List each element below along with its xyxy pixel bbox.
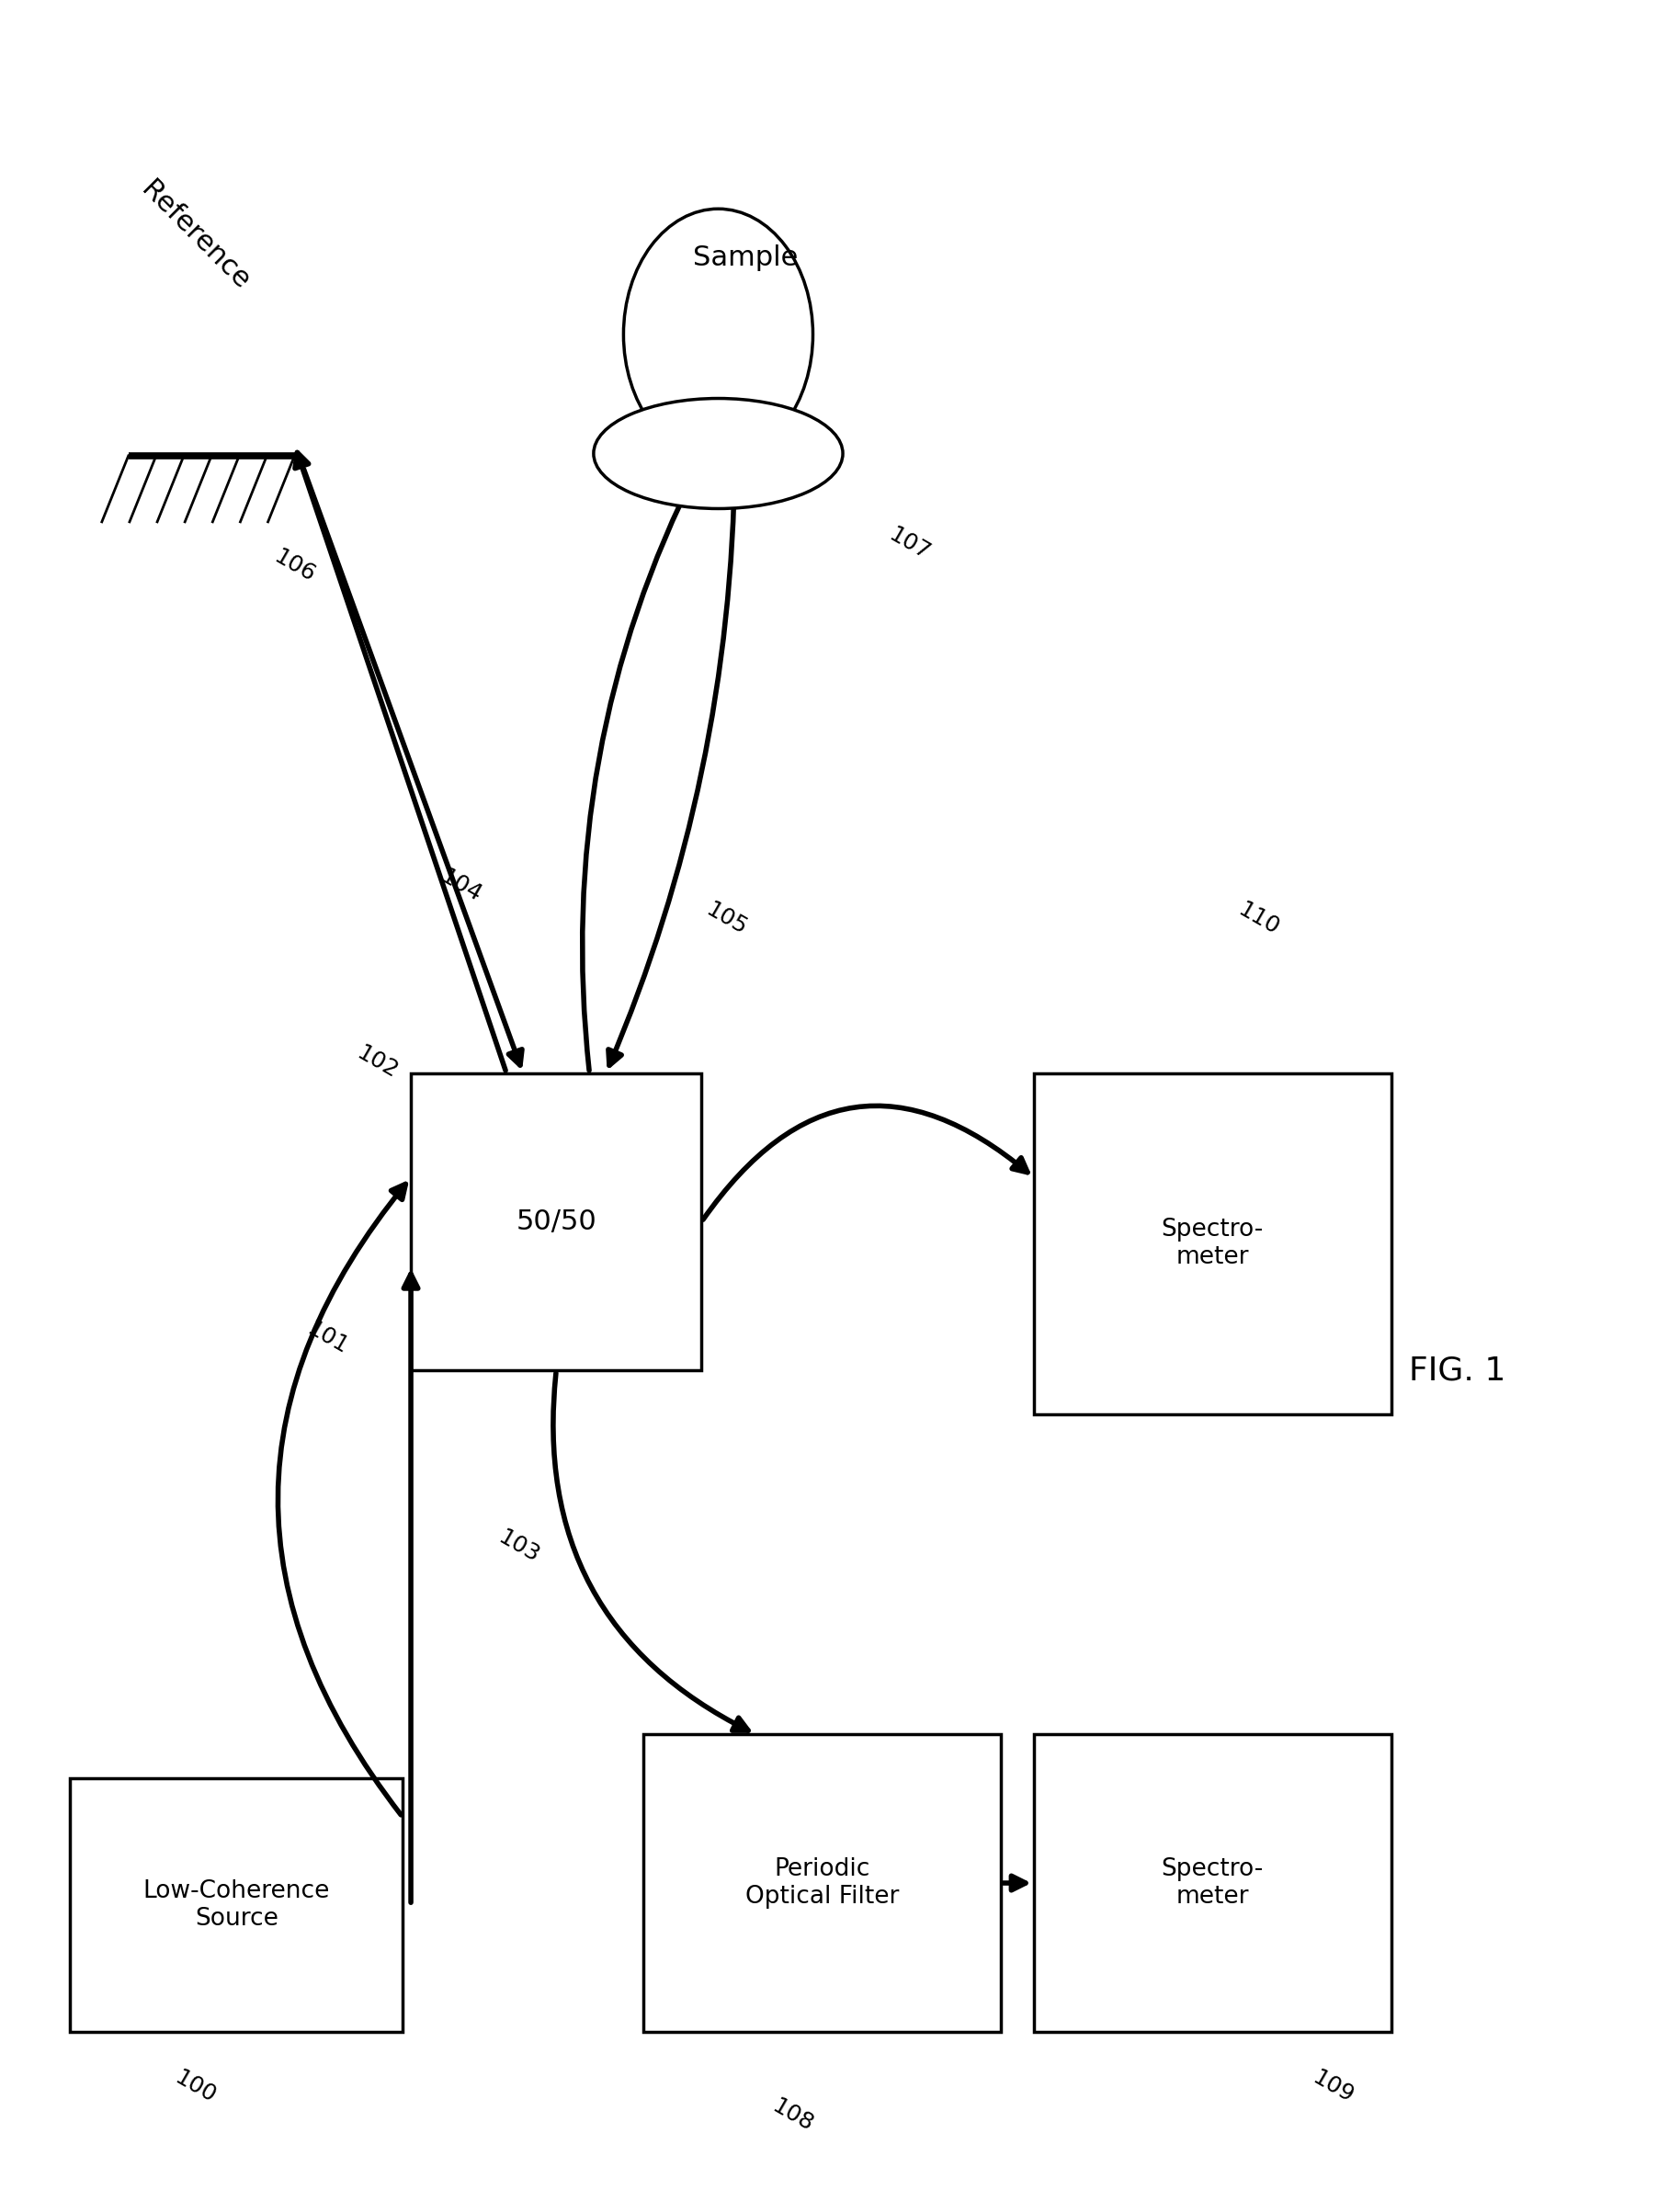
FancyArrowPatch shape xyxy=(703,1106,1028,1219)
Text: Sample: Sample xyxy=(693,243,798,270)
Text: Low-Coherence
Source: Low-Coherence Source xyxy=(144,1880,330,1931)
Text: 110: 110 xyxy=(1233,898,1282,940)
FancyArrowPatch shape xyxy=(582,467,698,1071)
Text: 109: 109 xyxy=(1308,2066,1357,2108)
FancyArrowPatch shape xyxy=(608,462,734,1066)
Text: 107: 107 xyxy=(885,524,933,564)
Text: FIG. 1: FIG. 1 xyxy=(1409,1356,1505,1387)
FancyArrowPatch shape xyxy=(279,1183,406,1814)
Text: 104: 104 xyxy=(436,865,486,907)
Ellipse shape xyxy=(594,398,843,509)
Text: 102: 102 xyxy=(354,1042,402,1082)
FancyArrowPatch shape xyxy=(304,469,522,1066)
FancyBboxPatch shape xyxy=(644,1734,1001,2033)
Text: Spectro-
meter: Spectro- meter xyxy=(1162,1858,1263,1909)
FancyBboxPatch shape xyxy=(411,1073,701,1371)
Text: Periodic
Optical Filter: Periodic Optical Filter xyxy=(744,1858,900,1909)
Text: 101: 101 xyxy=(304,1316,352,1358)
FancyArrowPatch shape xyxy=(295,453,506,1071)
FancyBboxPatch shape xyxy=(70,1778,402,2033)
FancyArrowPatch shape xyxy=(404,1274,417,1902)
Text: 50/50: 50/50 xyxy=(516,1208,596,1234)
Text: 103: 103 xyxy=(494,1526,544,1568)
FancyBboxPatch shape xyxy=(1033,1734,1390,2033)
Text: Spectro-
meter: Spectro- meter xyxy=(1162,1219,1263,1270)
Text: 100: 100 xyxy=(170,2066,219,2108)
Text: 106: 106 xyxy=(270,546,319,586)
FancyArrowPatch shape xyxy=(1003,1876,1026,1891)
FancyArrowPatch shape xyxy=(552,1374,748,1730)
Text: 108: 108 xyxy=(768,2095,818,2137)
Text: Reference: Reference xyxy=(135,177,254,294)
FancyBboxPatch shape xyxy=(1033,1073,1390,1416)
Text: 105: 105 xyxy=(703,898,751,940)
Circle shape xyxy=(624,208,813,460)
